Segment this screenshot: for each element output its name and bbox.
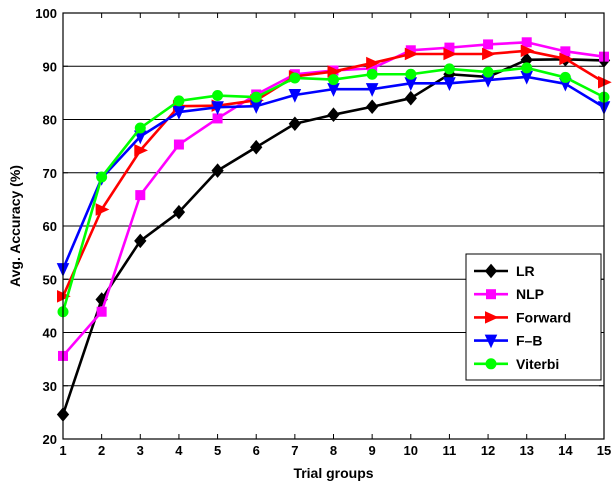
x-tick-label: 13 bbox=[519, 443, 533, 458]
x-tick-label: 11 bbox=[443, 443, 457, 458]
y-tick-label: 60 bbox=[43, 219, 57, 234]
data-point-viterbi bbox=[212, 90, 224, 102]
legend-marker-f-b bbox=[484, 334, 498, 349]
data-point-viterbi bbox=[482, 66, 494, 78]
data-point-forward bbox=[559, 52, 574, 66]
x-tick-label: 4 bbox=[175, 443, 183, 458]
data-point-f-b bbox=[443, 77, 456, 91]
legend-label-nlp: NLP bbox=[516, 286, 544, 302]
data-point-f-b bbox=[211, 101, 224, 115]
legend-label-viterbi: Viterbi bbox=[516, 356, 559, 372]
data-point-viterbi bbox=[96, 171, 108, 183]
y-tick-label: 90 bbox=[43, 59, 57, 74]
data-point-lr bbox=[288, 116, 302, 132]
x-tick-label: 9 bbox=[369, 443, 376, 458]
data-point-nlp bbox=[521, 37, 532, 48]
x-tick-label: 15 bbox=[597, 443, 611, 458]
data-point-viterbi bbox=[328, 74, 339, 86]
data-point-nlp bbox=[173, 139, 184, 150]
x-tick-label: 1 bbox=[59, 443, 66, 458]
data-point-lr bbox=[134, 233, 147, 249]
y-axis-label: Avg. Accuracy (%) bbox=[7, 165, 23, 287]
data-point-forward bbox=[404, 47, 419, 61]
data-point-viterbi bbox=[250, 91, 262, 103]
legend-label-f-b: F–B bbox=[516, 333, 542, 349]
y-tick-label: 40 bbox=[43, 326, 57, 341]
data-point-forward bbox=[95, 203, 110, 216]
data-point-nlp bbox=[135, 190, 146, 201]
y-tick-label: 70 bbox=[43, 166, 57, 181]
legend-marker-forward bbox=[485, 311, 499, 324]
legend-marker-nlp bbox=[486, 289, 496, 300]
data-point-lr bbox=[250, 139, 263, 155]
data-point-forward bbox=[443, 47, 458, 61]
data-point-lr bbox=[211, 163, 224, 178]
legend-marker-lr bbox=[484, 263, 498, 279]
x-tick-label: 6 bbox=[253, 443, 260, 458]
x-tick-label: 7 bbox=[291, 443, 298, 458]
x-axis-label: Trial groups bbox=[293, 465, 373, 481]
legend: LR NLP Forward F–B Viterbi bbox=[465, 253, 602, 381]
y-tick-label: 100 bbox=[35, 6, 57, 21]
data-point-lr bbox=[327, 107, 340, 122]
x-tick-label: 10 bbox=[404, 443, 418, 458]
legend-marker-viterbi bbox=[485, 358, 497, 370]
legend-label-lr: LR bbox=[516, 263, 535, 279]
data-point-viterbi bbox=[289, 72, 301, 84]
x-tick-label: 2 bbox=[98, 443, 105, 458]
data-point-viterbi bbox=[521, 62, 533, 74]
data-point-nlp bbox=[483, 39, 494, 50]
series-viterbi bbox=[57, 62, 610, 318]
data-point-forward bbox=[366, 56, 380, 70]
data-point-viterbi bbox=[405, 68, 417, 80]
data-point-nlp bbox=[96, 306, 107, 317]
data-point-lr bbox=[404, 90, 417, 106]
data-point-viterbi bbox=[173, 95, 185, 107]
data-point-f-b bbox=[172, 106, 186, 120]
data-point-f-b bbox=[365, 83, 379, 97]
x-tick-label: 3 bbox=[137, 443, 144, 458]
series-f-b bbox=[56, 70, 611, 277]
data-point-forward bbox=[520, 44, 535, 58]
data-point-nlp bbox=[212, 113, 223, 124]
data-point-forward bbox=[134, 144, 148, 157]
y-tick-label: 80 bbox=[43, 113, 57, 128]
data-point-viterbi bbox=[559, 71, 571, 83]
x-tick-label: 12 bbox=[481, 443, 495, 458]
data-point-viterbi bbox=[134, 122, 146, 134]
legend-label-forward: Forward bbox=[516, 309, 571, 325]
x-tick-label: 8 bbox=[330, 443, 337, 458]
y-tick-label: 50 bbox=[43, 272, 57, 287]
data-point-viterbi bbox=[366, 68, 378, 80]
data-point-viterbi bbox=[443, 63, 455, 75]
data-point-lr bbox=[365, 99, 379, 114]
x-tick-label: 5 bbox=[214, 443, 221, 458]
data-point-f-b bbox=[288, 89, 302, 103]
y-tick-label: 30 bbox=[43, 379, 57, 394]
data-point-lr bbox=[172, 204, 186, 220]
y-tick-label: 20 bbox=[43, 432, 57, 447]
x-tick-label: 14 bbox=[558, 443, 573, 458]
data-point-forward bbox=[482, 47, 496, 61]
